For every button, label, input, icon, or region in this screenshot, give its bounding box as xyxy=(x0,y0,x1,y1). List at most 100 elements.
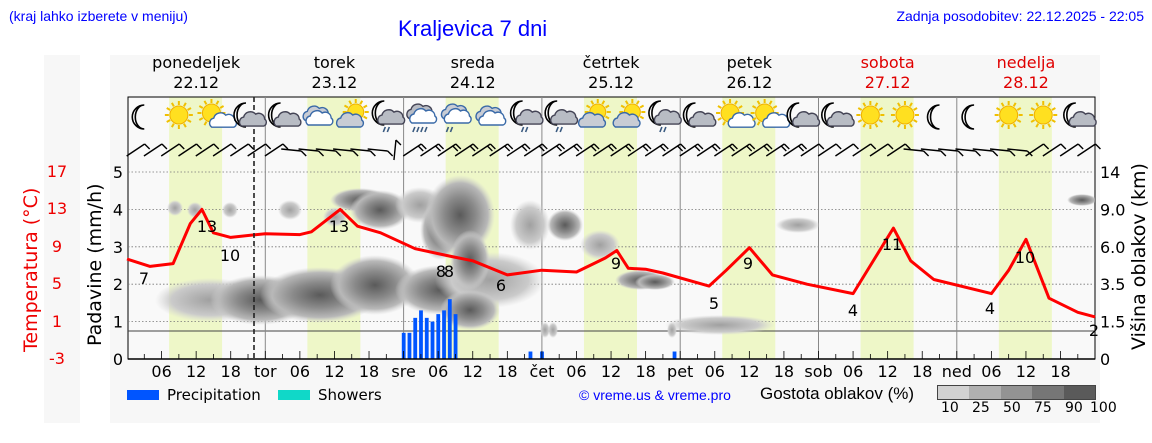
x-tick-label: čet xyxy=(529,362,554,381)
precipitation-bar xyxy=(436,314,441,359)
wind-barb-icon xyxy=(938,148,964,157)
region-menu-hint[interactable]: (kraj lahko izberete v meniju) xyxy=(9,8,188,24)
wind-barb-icon xyxy=(593,143,617,157)
temperature-tick: 13 xyxy=(46,199,68,219)
cloud-height-tick: 1.5 xyxy=(1100,313,1125,332)
day-name: sreda xyxy=(450,53,495,72)
cloud-blob xyxy=(350,190,410,230)
daylight-band xyxy=(860,97,914,359)
temperature-value-label: 11 xyxy=(882,235,902,254)
x-axis: 06 12 18 tor 06 12 18 sre 06 12 18 čet 06 12 18 pet 06 12… xyxy=(128,351,1095,381)
moon-cloud-icon xyxy=(267,102,302,128)
wind-barb-icon xyxy=(714,143,738,157)
temperature-tick: 1 xyxy=(51,311,63,331)
day-name: nedelja xyxy=(996,53,1056,72)
day-header-0: ponedeljek 22.12 xyxy=(136,53,256,93)
x-tick-label: pet xyxy=(667,362,693,381)
wind-barb-icon xyxy=(298,148,325,157)
sun-icon xyxy=(1029,101,1058,129)
wind-barb-icon xyxy=(610,143,635,157)
temperature-value-label: 8 xyxy=(444,262,454,281)
sun-icon xyxy=(994,101,1023,129)
cloud-height-tick: 14 xyxy=(1100,163,1120,182)
daylight-band xyxy=(583,97,637,359)
wind-barb-icon xyxy=(575,143,600,157)
cloud-blob xyxy=(776,217,820,233)
x-tick-label: sob xyxy=(804,362,832,381)
sun-cloud-large-icon xyxy=(335,99,369,128)
wind-barb-icon xyxy=(126,143,151,157)
day-name: četrtek xyxy=(582,53,640,72)
x-tick-label: 06 xyxy=(705,362,725,381)
x-tick-label: 18 xyxy=(221,362,241,381)
wind-barb-icon xyxy=(886,143,911,157)
wind-barb-icon xyxy=(731,143,756,157)
copyright-link[interactable]: © vreme.us & vreme.pro xyxy=(579,387,731,403)
day-name: ponedeljek xyxy=(152,53,241,72)
wind-barb-icon xyxy=(800,143,825,157)
cloud-icon xyxy=(475,105,507,126)
sun-icon xyxy=(856,101,885,129)
temperature-tick: 9 xyxy=(51,236,63,256)
x-tick-label: 18 xyxy=(1050,362,1070,381)
wind-barb-icon xyxy=(972,148,999,157)
weather-icons xyxy=(131,99,1097,133)
cloud-density-tick: 25 xyxy=(972,400,990,416)
day-name: sobota xyxy=(860,53,915,72)
wind-barb-icon xyxy=(420,143,445,157)
cloud-blob xyxy=(278,200,302,220)
temperature-value-label: 13 xyxy=(197,217,217,236)
day-date: 27.12 xyxy=(864,73,911,92)
cloud-density-scale xyxy=(937,385,1096,400)
wind-barb-icon xyxy=(989,148,1016,157)
cloud-rain-icon xyxy=(440,103,472,133)
day-header-6: nedelja 28.12 xyxy=(966,53,1086,93)
daylight-band xyxy=(998,97,1052,359)
cloud-blob xyxy=(547,209,583,241)
moon-rain-icon xyxy=(371,100,406,133)
precipitation-tick: 5 xyxy=(113,163,123,182)
sun-cloud-icon xyxy=(716,99,756,128)
x-tick-label: 06 xyxy=(981,362,1001,381)
wind-barb-icon xyxy=(817,143,842,157)
cloud-height-tick: 0 xyxy=(1100,350,1110,369)
page-title: Kraljevica 7 dni xyxy=(398,16,548,41)
cloud-blob xyxy=(635,274,675,290)
cloud-blob xyxy=(167,200,183,216)
day-header-5: sobota 27.12 xyxy=(828,53,948,93)
temperature-line xyxy=(126,207,1096,319)
moon-cloud-icon xyxy=(233,102,267,128)
cloud-blob xyxy=(667,322,677,338)
wind-barb-icon xyxy=(903,148,930,157)
wind-barb-icon xyxy=(1077,143,1101,157)
wind-barb-icon xyxy=(696,143,721,157)
moon-cloud-icon xyxy=(820,102,855,128)
wind-barb-icon xyxy=(644,143,669,157)
precipitation-bar xyxy=(407,332,412,359)
temperature-tick: -3 xyxy=(49,349,65,368)
sun-cloud-large-icon xyxy=(577,99,611,128)
x-tick-label: 12 xyxy=(324,362,344,381)
sun-cloud-large-icon xyxy=(612,99,646,128)
precipitation-tick: 2 xyxy=(113,275,123,294)
day-header-3: četrtek 25.12 xyxy=(551,53,671,93)
wind-barb-icon xyxy=(852,143,877,157)
temperature-tick: 5 xyxy=(51,274,63,294)
wind-barb-icon xyxy=(541,143,566,157)
x-tick-label: 12 xyxy=(1016,362,1036,381)
day-header-2: sreda 24.12 xyxy=(413,53,533,93)
wind-barb-icon xyxy=(393,139,402,161)
wind-barb-icon xyxy=(869,143,894,157)
cloud-height-tick: 9.0 xyxy=(1100,200,1125,219)
x-tick-label: 12 xyxy=(739,362,759,381)
precipitation-swatch xyxy=(127,390,159,400)
wind-barb-icon xyxy=(765,143,790,157)
cloud-blob xyxy=(330,255,420,315)
day-date: 28.12 xyxy=(1003,73,1049,92)
wind-barb-icon xyxy=(506,143,531,157)
precipitation-bar xyxy=(528,351,533,359)
temperature-value-label: 6 xyxy=(496,276,506,295)
day-date: 24.12 xyxy=(449,73,496,92)
moon-cloud-icon xyxy=(682,102,717,128)
